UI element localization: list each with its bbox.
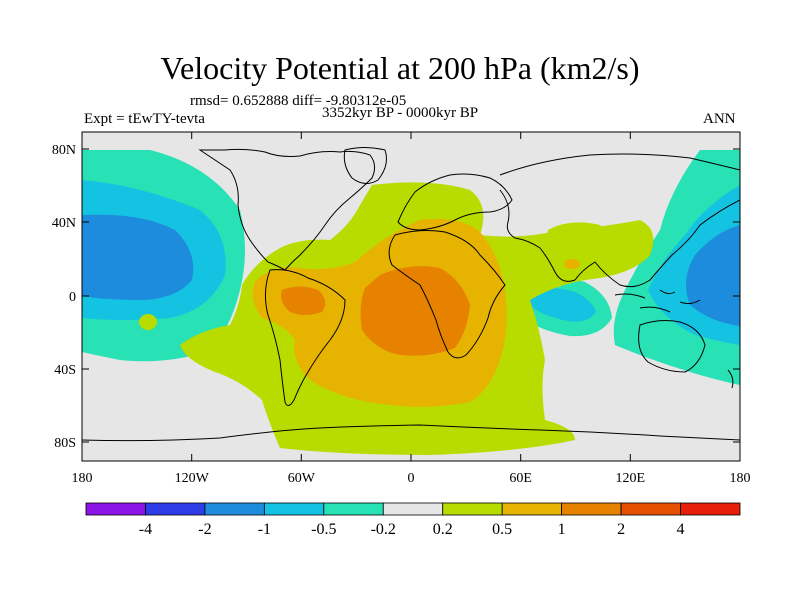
coastline-europe <box>397 173 513 231</box>
colorbar-label: 0.5 <box>492 521 512 538</box>
lat-tick-label: 0 <box>69 290 76 305</box>
lon-tick-label: 180 <box>730 471 751 486</box>
lon-tick-labels: 180 120W 60W 0 60E 120E 180 <box>72 471 751 486</box>
lat-tick-label: 40N <box>52 216 76 231</box>
colorbar-swatch <box>85 502 146 516</box>
coastline-greenland <box>343 147 387 184</box>
colorbar-swatch <box>620 502 681 516</box>
colorbar-swatch <box>561 502 622 516</box>
coastline-new-zealand <box>727 369 734 389</box>
lon-tick-label: 180 <box>72 471 93 486</box>
lat-tick-label: 80N <box>52 143 76 158</box>
colorbar-swatch <box>204 502 265 516</box>
positive-spot-south-america <box>281 286 326 315</box>
colorbar-label: 0.2 <box>433 521 453 538</box>
coastline-south-america <box>264 269 346 406</box>
lon-tick-label: 0 <box>408 471 415 486</box>
colorbar-swatch <box>323 502 384 516</box>
contour-field <box>82 132 740 461</box>
positive-spot-india <box>564 259 580 269</box>
colorbar-label: 1 <box>558 521 566 538</box>
plot-title: Velocity Potential at 200 hPa (km2/s) <box>160 50 640 86</box>
colorbar-swatch <box>501 502 563 516</box>
colorbar-label: -1 <box>258 521 271 538</box>
positive-spot-asia <box>547 222 608 263</box>
lat-tick-marks <box>82 148 740 443</box>
lon-tick-label: 60E <box>509 471 532 486</box>
season-label: ANN <box>703 111 736 127</box>
coastline-maritime-continent <box>614 289 701 313</box>
coastline-antarctica <box>82 424 740 442</box>
colorbar-swatch <box>145 502 206 516</box>
colorbar-label: -4 <box>139 521 152 538</box>
colorbar <box>85 502 741 516</box>
lon-tick-marks <box>81 132 741 461</box>
colorbar-label: 2 <box>617 521 625 538</box>
colorbar-label: -2 <box>198 521 211 538</box>
coastlines <box>82 147 740 442</box>
colorbar-swatch <box>680 502 741 516</box>
coastline-australia <box>638 320 706 373</box>
negative-spot-south-pacific <box>139 314 157 330</box>
coastline-north-america <box>198 148 376 271</box>
lat-tick-label: 80S <box>54 436 76 451</box>
lon-tick-label: 120W <box>175 471 210 486</box>
colorbar-swatch <box>382 502 444 516</box>
positive-region-core <box>360 266 470 356</box>
lon-tick-label: 120E <box>616 471 646 486</box>
colorbar-swatch <box>442 502 503 516</box>
coastline-asia <box>499 153 740 288</box>
colorbar-label: 4 <box>677 521 685 538</box>
negative-region-indian-ocean-inner <box>523 288 596 322</box>
lat-tick-label: 40S <box>54 363 76 378</box>
lat-tick-labels: 80N 40N 0 40S 80S <box>52 143 76 451</box>
lon-tick-label: 60W <box>288 471 316 486</box>
colorbar-label: -0.2 <box>371 521 396 538</box>
period-label: 3352kyr BP - 0000kyr BP <box>322 105 479 121</box>
experiment-label: Expt = tEwTY-tevta <box>84 111 205 127</box>
colorbar-labels: -4 -2 -1 -0.5 -0.2 0.2 0.5 1 2 4 <box>139 521 685 538</box>
coastline-africa <box>388 230 506 359</box>
colorbar-swatch <box>263 502 325 516</box>
stats-line: rmsd= 0.652888 diff= -9.80312e-05 <box>190 93 407 109</box>
colorbar-label: -0.5 <box>311 521 336 538</box>
negative-region-west-core <box>82 214 194 300</box>
